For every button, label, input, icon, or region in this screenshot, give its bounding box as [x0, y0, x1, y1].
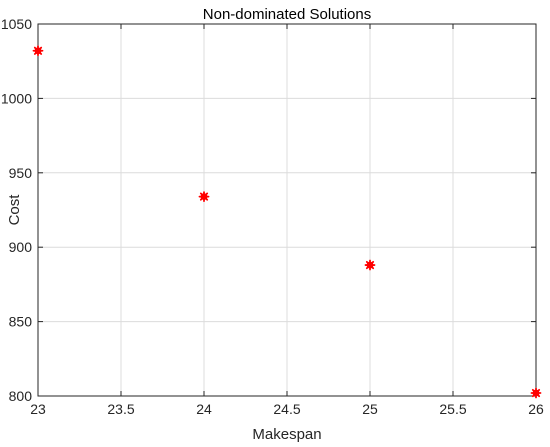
y-tick-label: 1050: [1, 16, 32, 32]
data-point-stroke: [33, 46, 43, 55]
grid-lines: [38, 24, 536, 396]
x-tick-label: 24: [196, 401, 212, 417]
x-tick-labels: 23 23.5 24 24.5 25 25.5 26: [30, 401, 544, 417]
chart-title: Non-dominated Solutions: [203, 6, 371, 23]
x-tick-label: 25.5: [439, 401, 466, 417]
data-point: [530, 387, 542, 399]
data-point: [198, 191, 210, 203]
y-tick-label: 900: [9, 239, 33, 255]
x-tick-label: 24.5: [273, 401, 300, 417]
y-axis-label: Cost: [6, 194, 23, 226]
x-axis-label: Makespan: [252, 426, 321, 443]
data-point: [32, 45, 44, 57]
y-tick-label: 950: [9, 165, 33, 181]
y-tick-label: 850: [9, 314, 33, 330]
x-tick-label: 23: [30, 401, 46, 417]
y-tick-labels: 800 850 900 950 1000 1050: [1, 16, 32, 404]
data-point: [364, 259, 376, 271]
data-points: [32, 45, 542, 399]
x-tick-label: 23.5: [107, 401, 134, 417]
data-point-stroke: [199, 192, 209, 201]
x-tick-label: 25: [362, 401, 378, 417]
data-point-stroke: [531, 388, 541, 398]
y-tick-label: 800: [9, 388, 33, 404]
data-point-stroke: [365, 260, 375, 270]
y-tick-label: 1000: [1, 90, 32, 106]
x-tick-label: 26: [528, 401, 544, 417]
